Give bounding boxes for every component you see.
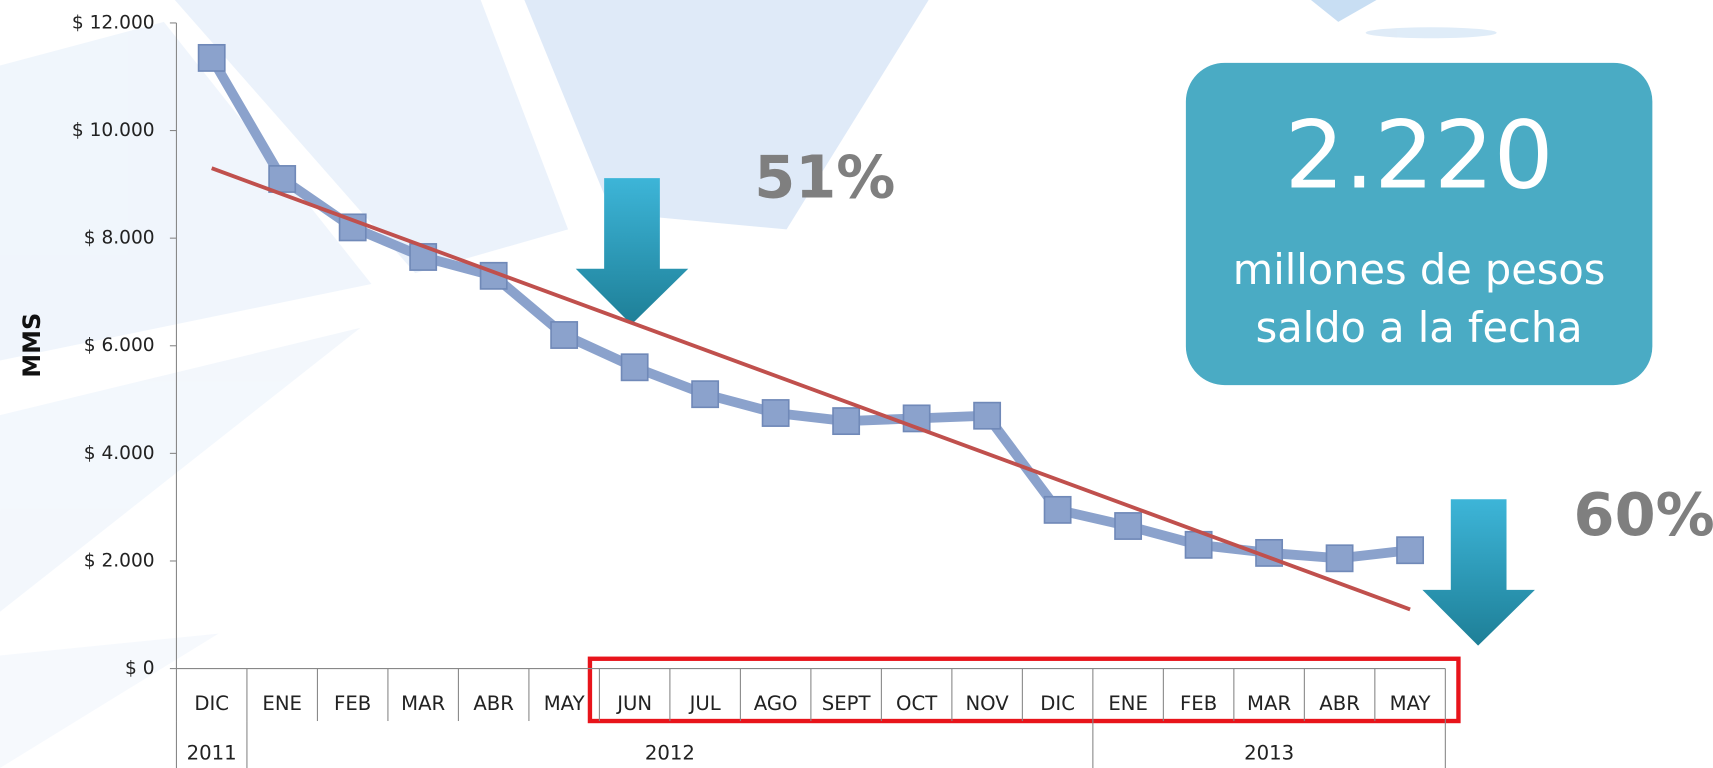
- point: [1043, 495, 1072, 524]
- y-tick-label: $ 2.000: [84, 550, 155, 571]
- callout-text: saldo a la fecha: [1256, 303, 1583, 352]
- year-label: 2012: [645, 741, 695, 764]
- x-tick-label: FEB: [1180, 692, 1217, 715]
- x-tick-label: ABR: [473, 692, 514, 715]
- point: [1325, 544, 1354, 573]
- background-rays: [0, 0, 1497, 612]
- point: [197, 43, 226, 72]
- point: [1396, 536, 1425, 565]
- year-label: 2013: [1244, 741, 1294, 764]
- callout-box: [1180, 57, 1658, 391]
- x-tick-label: ENE: [262, 692, 302, 715]
- x-tick-label: MAY: [1390, 692, 1432, 715]
- point: [620, 353, 649, 382]
- point: [268, 165, 297, 193]
- point: [691, 380, 720, 409]
- x-tick-label: OCT: [896, 692, 938, 715]
- point: [832, 407, 861, 436]
- x-tick-label: ENE: [1108, 692, 1148, 715]
- y-tick-label: $ 4.000: [84, 443, 155, 464]
- y-tick-label: $ 0: [125, 658, 155, 679]
- point: [973, 401, 1002, 430]
- trendline: [211, 166, 1411, 612]
- x-tick-label: ABR: [1319, 692, 1360, 715]
- x-tick-label: AGO: [754, 692, 798, 715]
- y-tick-label: $ 10.000: [72, 120, 155, 141]
- point: [550, 321, 579, 349]
- x-tick-label: MAR: [401, 692, 445, 715]
- arrow: [1422, 499, 1535, 646]
- x-tick-label: DIC: [194, 692, 229, 715]
- point: [761, 399, 790, 427]
- callout-text: millones de pesos: [1233, 245, 1606, 294]
- x-tick-label: JUN: [615, 692, 652, 715]
- y-tick-label: $ 6.000: [84, 335, 155, 356]
- arrow: [575, 178, 689, 325]
- y-tick-label: $ 8.000: [84, 228, 155, 249]
- point: [902, 404, 931, 433]
- x-tick-label: MAR: [1247, 692, 1291, 715]
- x-tick-label: DIC: [1040, 692, 1075, 715]
- callout-value: 2.220: [1285, 102, 1554, 211]
- year-label: 2011: [187, 741, 237, 764]
- y-axis-label: MMS: [18, 313, 46, 378]
- highlight-box: [587, 656, 1461, 724]
- x-tick-label: NOV: [965, 692, 1009, 715]
- annotation: 51%: [754, 142, 895, 211]
- y-tick-label: $ 12.000: [72, 12, 155, 33]
- x-tick-label: SEPT: [822, 692, 872, 715]
- x-tick-label: FEB: [334, 692, 371, 715]
- point: [1114, 512, 1143, 540]
- x-tick-label: JUL: [688, 692, 721, 715]
- x-tick-label: MAY: [544, 692, 586, 715]
- annotation: 60%: [1574, 480, 1713, 549]
